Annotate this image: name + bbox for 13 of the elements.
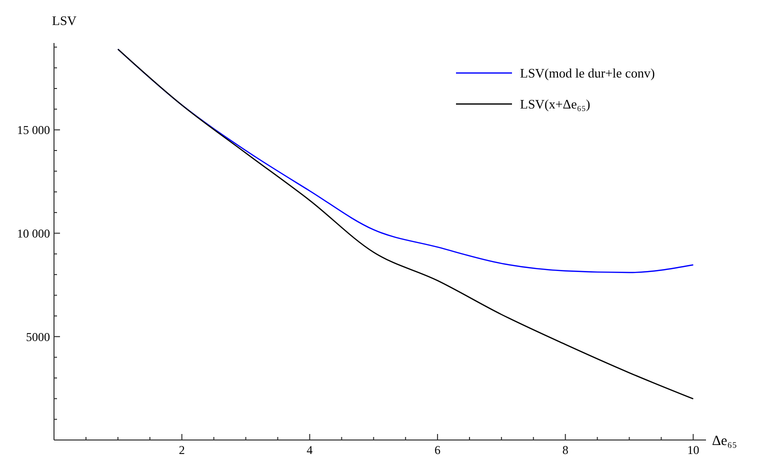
x-axis-title: Δe₆₅ bbox=[712, 434, 738, 449]
legend-label: LSV(mod le dur+le conv) bbox=[520, 66, 655, 81]
y-axis-title: LSV bbox=[52, 13, 78, 28]
x-tick-label: 2 bbox=[178, 443, 185, 457]
y-tick-label: 15 000 bbox=[17, 123, 50, 138]
x-tick-label: 6 bbox=[434, 443, 441, 457]
x-tick-label: 10 bbox=[687, 443, 700, 457]
x-tick-label: 8 bbox=[562, 443, 568, 457]
x-tick-label: 4 bbox=[306, 443, 313, 457]
line-series bbox=[117, 48, 694, 400]
legend-label: LSV(x+Δe₆₅) bbox=[520, 96, 590, 112]
y-tick-label: 5000 bbox=[26, 330, 50, 344]
y-tick-label: 10 000 bbox=[17, 226, 50, 240]
